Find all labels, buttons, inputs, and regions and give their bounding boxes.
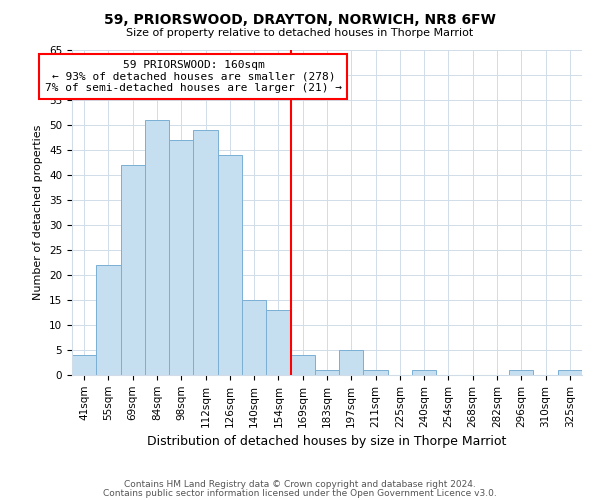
Text: 59, PRIORSWOOD, DRAYTON, NORWICH, NR8 6FW: 59, PRIORSWOOD, DRAYTON, NORWICH, NR8 6F… xyxy=(104,12,496,26)
Bar xyxy=(315,370,339,375)
Bar xyxy=(145,120,169,375)
Bar xyxy=(96,265,121,375)
X-axis label: Distribution of detached houses by size in Thorpe Marriot: Distribution of detached houses by size … xyxy=(148,435,506,448)
Text: 59 PRIORSWOOD: 160sqm
← 93% of detached houses are smaller (278)
7% of semi-deta: 59 PRIORSWOOD: 160sqm ← 93% of detached … xyxy=(45,60,342,93)
Bar xyxy=(266,310,290,375)
Text: Size of property relative to detached houses in Thorpe Marriot: Size of property relative to detached ho… xyxy=(127,28,473,38)
Bar xyxy=(558,370,582,375)
Bar xyxy=(218,155,242,375)
Bar xyxy=(339,350,364,375)
Bar xyxy=(193,130,218,375)
Text: Contains public sector information licensed under the Open Government Licence v3: Contains public sector information licen… xyxy=(103,488,497,498)
Bar xyxy=(169,140,193,375)
Bar xyxy=(121,165,145,375)
Bar xyxy=(290,355,315,375)
Text: Contains HM Land Registry data © Crown copyright and database right 2024.: Contains HM Land Registry data © Crown c… xyxy=(124,480,476,489)
Bar xyxy=(72,355,96,375)
Bar xyxy=(509,370,533,375)
Bar xyxy=(364,370,388,375)
Bar xyxy=(242,300,266,375)
Y-axis label: Number of detached properties: Number of detached properties xyxy=(34,125,43,300)
Bar xyxy=(412,370,436,375)
